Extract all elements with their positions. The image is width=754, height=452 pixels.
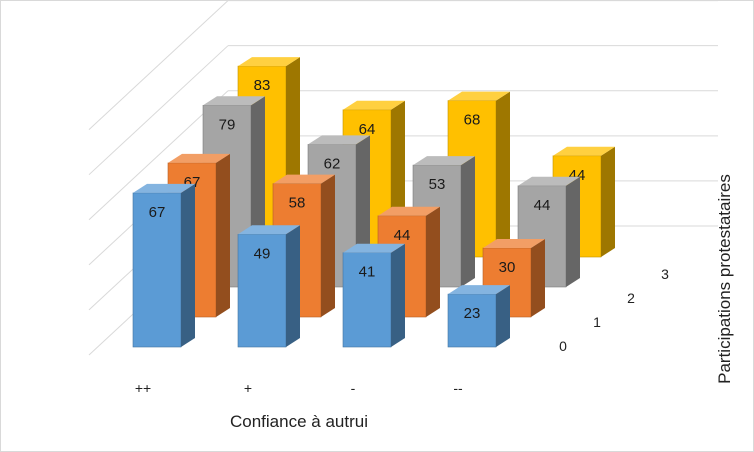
series-label: 3 <box>661 266 669 282</box>
category-label: ++ <box>135 380 151 396</box>
data-label: 68 <box>464 112 481 129</box>
bar-front-face <box>132 192 182 348</box>
gridline-side <box>88 45 229 176</box>
bar-top-face <box>168 153 230 163</box>
data-label: 49 <box>254 245 271 262</box>
bar-0-0: 67 <box>132 183 195 348</box>
bar-side-face <box>216 153 230 317</box>
z-axis-title: Participations protestataires <box>715 174 734 384</box>
bar-top-face <box>133 183 195 193</box>
bar-side-face <box>286 225 300 347</box>
bar-side-face <box>461 156 475 287</box>
bar-top-face <box>238 57 300 67</box>
x-axis-title: Confiance à autrui <box>230 412 368 431</box>
category-label: -- <box>453 380 463 396</box>
bar-side-face <box>181 183 195 347</box>
gridline-side <box>88 1 229 130</box>
series-label: 0 <box>559 338 567 354</box>
bar-front-face <box>447 293 497 348</box>
data-label: 62 <box>324 155 341 172</box>
bar-side-face <box>531 239 545 317</box>
category-label: + <box>244 380 252 396</box>
data-label: 23 <box>464 305 481 322</box>
data-label: 44 <box>394 227 411 244</box>
bar-top-face <box>308 135 370 145</box>
data-label: 41 <box>359 264 376 281</box>
bar-side-face <box>566 176 580 287</box>
data-label: 83 <box>254 77 271 94</box>
bar-top-face <box>273 174 335 184</box>
bar-top-face <box>343 243 405 253</box>
bar-0-2: 41 <box>342 243 405 348</box>
bar-side-face <box>496 91 510 257</box>
data-label: 44 <box>534 197 551 214</box>
series-label: 1 <box>593 314 601 330</box>
bar-side-face <box>391 243 405 347</box>
bar-top-face <box>343 100 405 110</box>
bar-top-face <box>238 225 300 235</box>
bar-top-face <box>553 146 615 156</box>
bar-side-face <box>321 174 335 317</box>
bar-top-face <box>378 206 440 216</box>
bar-top-face <box>518 176 580 186</box>
bar-0-3: 23 <box>447 285 510 348</box>
data-label: 30 <box>499 259 516 276</box>
bar-side-face <box>496 285 510 347</box>
bar-top-face <box>448 285 510 295</box>
series-label: 2 <box>627 290 635 306</box>
bar-side-face <box>426 206 440 317</box>
category-label: - <box>351 380 356 396</box>
data-label: 58 <box>289 195 306 212</box>
data-label: 79 <box>219 116 236 133</box>
bar-0-1: 49 <box>237 225 300 348</box>
data-label: 64 <box>359 121 376 138</box>
data-label: 53 <box>429 176 446 193</box>
bar-top-face <box>203 96 265 106</box>
bar-top-face <box>483 239 545 248</box>
bar-side-face <box>601 146 615 257</box>
bar-top-face <box>413 156 475 166</box>
data-label: 67 <box>149 204 166 221</box>
bar-top-face <box>448 91 510 101</box>
